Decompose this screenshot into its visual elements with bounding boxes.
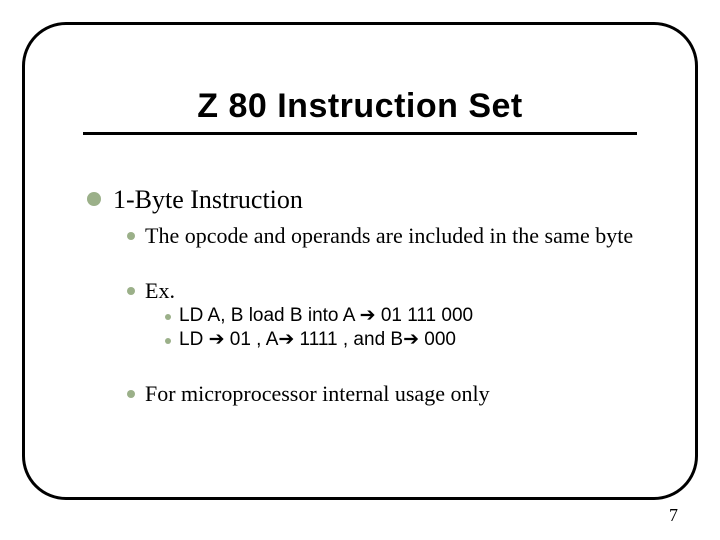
title-block: Z 80 Instruction Set [83, 87, 637, 135]
bullet-level2: For microprocessor internal usage only [127, 381, 687, 406]
dot-icon [165, 338, 171, 344]
spacer [87, 248, 687, 274]
text-example-line2: LD ➔ 01 , A➔ 1111 , and B➔ 000 [179, 329, 456, 351]
disc-icon [87, 192, 101, 206]
slide-frame: Z 80 Instruction Set 1-Byte Instruction … [22, 22, 698, 500]
bullet-level3: LD A, B load B into A ➔ 01 111 000 [165, 305, 687, 327]
spacer [87, 351, 687, 377]
content-area: 1-Byte Instruction The opcode and operan… [87, 185, 687, 406]
dot-icon [165, 314, 171, 320]
text-internal-usage: For microprocessor internal usage only [145, 381, 490, 406]
text-opcode-desc: The opcode and operands are included in … [145, 223, 633, 248]
bullet-level2: Ex. [127, 278, 687, 303]
dot-icon [127, 390, 135, 398]
bullet-level1: 1-Byte Instruction [87, 185, 687, 215]
page-number: 7 [669, 505, 678, 526]
slide-title: Z 80 Instruction Set [83, 87, 637, 126]
text-example-line1: LD A, B load B into A ➔ 01 111 000 [179, 305, 473, 327]
dot-icon [127, 232, 135, 240]
text-example-label: Ex. [145, 278, 175, 303]
bullet-level3: LD ➔ 01 , A➔ 1111 , and B➔ 000 [165, 329, 687, 351]
dot-icon [127, 287, 135, 295]
bullet-level2: The opcode and operands are included in … [127, 223, 687, 248]
heading-1byte: 1-Byte Instruction [113, 185, 303, 215]
